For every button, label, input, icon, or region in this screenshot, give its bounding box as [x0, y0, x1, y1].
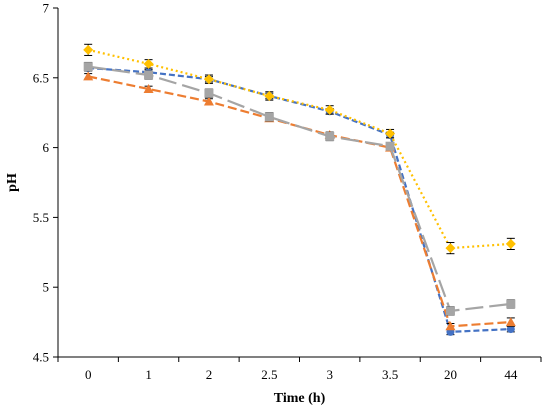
series-2: [83, 71, 516, 331]
data-point: [445, 243, 456, 254]
y-tick-label: 7: [43, 1, 50, 16]
data-point: [264, 90, 275, 101]
data-point: [143, 58, 154, 69]
data-point: [83, 71, 94, 81]
data-point: [264, 112, 274, 122]
series-layer: [83, 43, 516, 336]
axes: 4.5 5 5.5 6 6.5 7 0 1 2 2.5 3 3.5 20 44: [33, 1, 542, 382]
y-axis-title: pH: [5, 173, 20, 192]
data-point: [506, 325, 515, 334]
data-point: [325, 131, 335, 141]
data-point: [506, 299, 516, 309]
series-line: [87, 75, 511, 328]
x-tick-label: 2.5: [261, 367, 277, 382]
data-point: [324, 104, 335, 115]
y-tick-label: 6.5: [33, 70, 49, 85]
y-tick-label: 5.5: [33, 210, 49, 225]
data-point: [445, 306, 455, 316]
series-line: [88, 66, 511, 334]
data-point: [385, 128, 396, 139]
x-axis-title: Time (h): [274, 391, 326, 406]
data-point: [83, 62, 93, 72]
data-point: [204, 88, 214, 98]
data-point: [83, 44, 94, 55]
y-tick-label: 5: [43, 280, 50, 295]
series-4: [83, 43, 516, 255]
y-tick-label: 4.5: [33, 350, 49, 365]
data-point: [445, 321, 456, 331]
x-tick-label: 3: [326, 367, 333, 382]
x-tick-label: 0: [85, 367, 92, 382]
data-point: [144, 70, 154, 80]
series-3: [83, 61, 516, 316]
x-tick-label: 1: [145, 367, 152, 382]
x-tick-label: 44: [504, 367, 518, 382]
data-point: [505, 317, 516, 327]
data-point: [385, 141, 395, 151]
x-tick-label: 20: [444, 367, 457, 382]
data-point: [505, 238, 516, 249]
series-line: [88, 65, 511, 313]
y-tick-label: 6: [43, 140, 50, 155]
x-tick-label: 2: [206, 367, 213, 382]
data-point: [143, 83, 154, 93]
data-point: [203, 96, 214, 106]
series-line: [87, 48, 511, 250]
x-tick-label: 3.5: [382, 367, 398, 382]
data-point: [203, 74, 214, 85]
series-1: [84, 64, 515, 336]
